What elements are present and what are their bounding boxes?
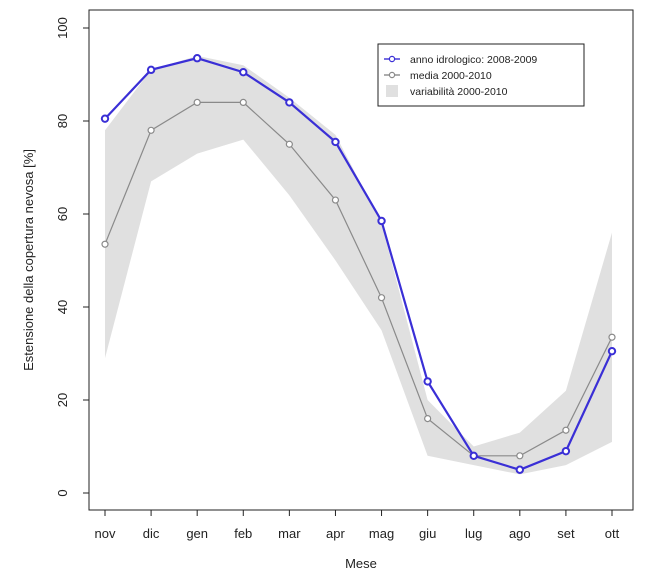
legend-swatch-variability [386,85,398,97]
point-media [193,98,201,107]
legend-box [377,43,585,107]
point-media [377,294,386,302]
x-tick-label: dic [143,526,160,541]
point-2008-2009 [469,451,478,460]
x-axis-title: Mese [345,556,377,571]
y-tick-label: 20 [55,393,70,407]
x-tick-label: feb [234,526,252,541]
point-media [101,240,109,248]
y-axis-title: Estensione della copertura nevosa [%] [21,149,36,371]
point-2008-2009 [377,216,386,226]
point-media [147,126,155,134]
point-2008-2009 [561,446,571,456]
point-media [424,415,432,423]
legend-marker-swatch [388,55,396,63]
point-media [331,196,340,204]
point-2008-2009 [423,377,432,386]
x-tick-label: ago [509,526,531,541]
y-tick-label: 80 [55,114,70,128]
point-media [285,140,293,148]
point-2008-2009 [285,98,294,107]
y-tick-label: 40 [55,300,70,314]
variability-band-layer [105,55,612,475]
legend-entry-label: variabilità 2000-2010 [410,86,508,98]
point-2008-2009 [192,54,202,63]
x-tick-label: apr [326,526,345,541]
point-2008-2009 [100,114,110,123]
point-2008-2009 [515,465,525,474]
x-tick-label: ott [605,526,620,541]
point-media [562,426,570,434]
x-tick-label: gen [186,526,208,541]
legend-marker-swatch [388,71,396,79]
y-tick-label: 60 [55,207,70,221]
series-line-2008-2009 [104,57,613,471]
variability-band [105,55,612,475]
legend-entry-label: anno idrologico: 2008-2009 [410,54,537,66]
x-tick-label: nov [95,526,116,541]
x-tick-label: set [557,526,575,541]
series-line-media [104,101,613,457]
x-tick-label: lug [465,526,482,541]
point-2008-2009 [607,346,617,356]
x-tick-label: mar [278,526,301,541]
x-tick-label: giu [419,526,436,541]
point-media [516,452,524,460]
point-2008-2009 [146,65,156,75]
x-tick-label: mag [369,526,394,541]
legend-entry-label: media 2000-2010 [410,70,492,82]
point-2008-2009 [239,67,248,77]
y-tick-label: 100 [55,17,70,39]
series-layer [100,54,617,474]
axes: 0 20 40 60 80 100 nov dic gen feb mar apr mag giu lug a… [55,9,634,541]
point-2008-2009 [331,137,340,147]
legend: anno idrologico: 2008-2009 media 2000-201… [377,43,585,107]
y-tick-label: 0 [55,489,70,496]
point-media [608,333,616,341]
plot-frame [88,9,634,511]
point-media [239,98,247,107]
